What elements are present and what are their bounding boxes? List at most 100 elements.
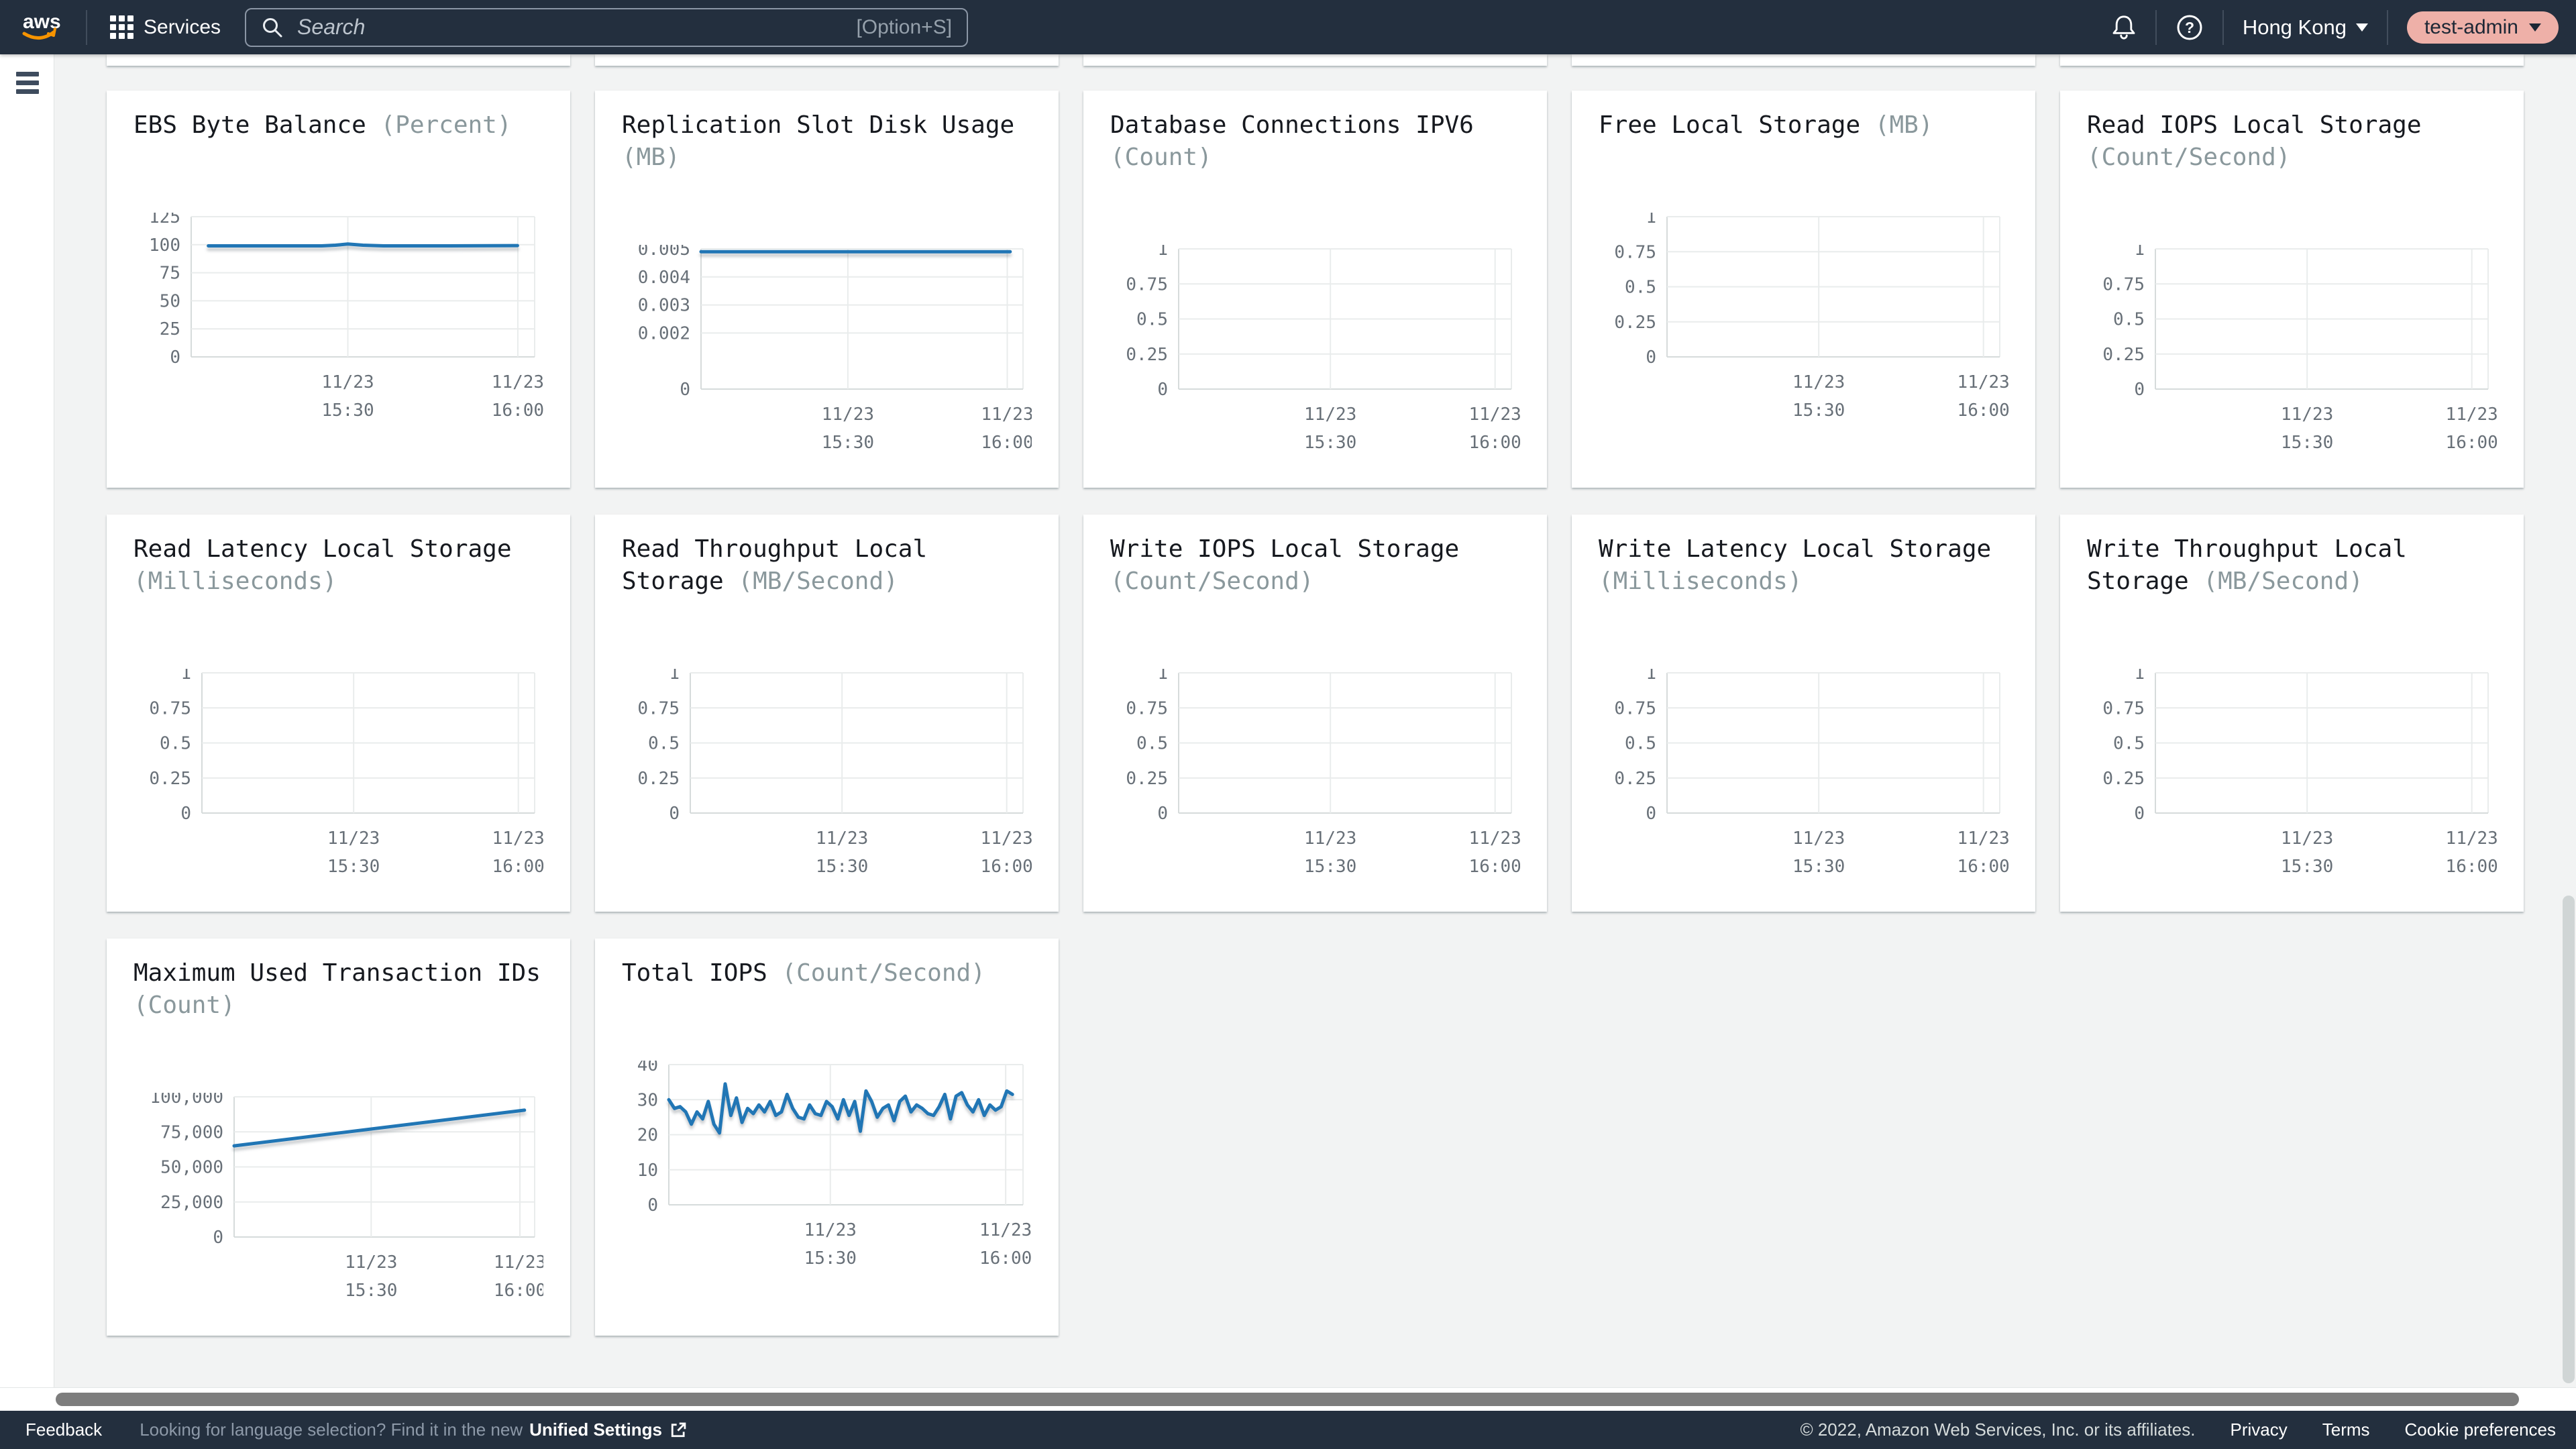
footer-bar: Feedback Looking for language selection?… (0, 1411, 2576, 1449)
svg-text:0.25: 0.25 (1614, 769, 1656, 789)
metric-unit: (MB) (622, 144, 680, 171)
svg-text:11/23: 11/23 (804, 1220, 857, 1240)
svg-text:75,000: 75,000 (160, 1122, 223, 1142)
region-selector[interactable]: Hong Kong (2243, 15, 2368, 40)
svg-text:11/23: 11/23 (1304, 405, 1356, 425)
metric-unit: (Count) (1110, 144, 1212, 171)
metric-card-clipped[interactable] (107, 54, 570, 66)
metric-unit: (Count/Second) (782, 959, 985, 987)
svg-text:0: 0 (669, 804, 680, 824)
svg-text:11/23: 11/23 (816, 828, 868, 849)
svg-text:0: 0 (1157, 380, 1168, 400)
vertical-scrollbar-thumb[interactable] (2563, 896, 2575, 1383)
metric-chart: 125 100 75 50 25 0 11/23 15:30 11/23 16:00 (149, 213, 543, 421)
metric-card[interactable]: Maximum Used Transaction IDs (Count) 100,… (107, 938, 570, 1336)
metric-card[interactable]: Write IOPS Local Storage (Count/Second) 1… (1083, 515, 1547, 912)
search-box[interactable]: [Option+S] (245, 7, 969, 47)
svg-text:11/23: 11/23 (981, 828, 1032, 849)
bell-icon (2112, 15, 2135, 40)
terms-link[interactable]: Terms (2322, 1419, 2370, 1440)
svg-text:0.5: 0.5 (160, 734, 191, 754)
account-menu[interactable]: test-admin (2406, 11, 2559, 44)
svg-text:16:00: 16:00 (494, 1281, 543, 1301)
metric-card[interactable]: Read Throughput Local Storage (MB/Second… (595, 515, 1059, 912)
svg-text:11/23: 11/23 (2446, 405, 2497, 425)
svg-text:0: 0 (170, 347, 180, 368)
svg-text:0: 0 (180, 804, 191, 824)
search-input[interactable] (296, 14, 857, 40)
notifications-button[interactable] (2111, 14, 2137, 41)
feedback-link[interactable]: Feedback (25, 1419, 103, 1440)
svg-text:0.75: 0.75 (2102, 698, 2145, 718)
svg-text:16:00: 16:00 (2446, 857, 2497, 877)
svg-text:0.75: 0.75 (1614, 242, 1656, 262)
svg-text:11/23: 11/23 (492, 372, 543, 392)
svg-text:11/23: 11/23 (981, 405, 1032, 425)
metric-card-clipped[interactable] (595, 54, 1059, 66)
services-menu-button[interactable]: Services (110, 15, 221, 39)
metric-title: Read IOPS Local Storage (Count/Second) (2087, 111, 2422, 171)
metric-card[interactable]: Replication Slot Disk Usage (MB) 0.005 0.0… (595, 91, 1059, 488)
metric-title: EBS Byte Balance (Percent) (133, 111, 512, 139)
metric-title: Replication Slot Disk Usage (MB) (622, 111, 1015, 171)
top-navigation-bar: aws Services [Option+S] ? (0, 0, 2576, 54)
metric-title: Total IOPS (Count/Second) (622, 959, 985, 987)
svg-text:15:30: 15:30 (345, 1281, 397, 1301)
svg-text:0: 0 (647, 1195, 658, 1216)
horizontal-scrollbar-track[interactable] (0, 1387, 2576, 1411)
svg-text:16:00: 16:00 (492, 857, 543, 877)
metric-chart: 1 0.75 0.5 0.25 0 11/23 15:30 11/23 16:00 (637, 669, 1032, 877)
help-button[interactable]: ? (2176, 13, 2204, 42)
metric-card[interactable]: Write Throughput Local Storage (MB/Secon… (2060, 515, 2524, 912)
metric-card[interactable]: Read IOPS Local Storage (Count/Second) 1 0… (2060, 91, 2524, 488)
metric-unit: (MB) (1874, 111, 1933, 139)
svg-text:16:00: 16:00 (1469, 857, 1520, 877)
svg-text:100,000: 100,000 (150, 1093, 223, 1108)
svg-text:16:00: 16:00 (981, 857, 1032, 877)
svg-text:11/23: 11/23 (494, 1252, 543, 1273)
metric-title: Read Throughput Local Storage (MB/Second… (622, 535, 928, 595)
aws-logo[interactable]: aws (17, 8, 62, 46)
unified-settings-link[interactable]: Unified Settings (529, 1419, 663, 1440)
svg-text:0.75: 0.75 (1126, 274, 1168, 294)
svg-text:40: 40 (637, 1061, 658, 1075)
services-grid-icon (110, 15, 133, 39)
svg-text:16:00: 16:00 (981, 433, 1032, 453)
metric-title: Read Latency Local Storage (Milliseconds… (133, 535, 512, 595)
metric-card[interactable]: Database Connections IPV6 (Count) 1 0.75 0.… (1083, 91, 1547, 488)
metric-chart: 100,000 75,000 50,000 25,000 0 11/23 15:30 11/2… (150, 1093, 543, 1301)
svg-text:11/23: 11/23 (2446, 828, 2497, 849)
svg-text:0.25: 0.25 (1126, 345, 1168, 365)
privacy-link[interactable]: Privacy (2230, 1419, 2288, 1440)
svg-text:0.75: 0.75 (149, 698, 191, 718)
svg-text:0.25: 0.25 (1126, 769, 1168, 789)
menu-button[interactable] (16, 72, 39, 98)
svg-text:11/23: 11/23 (1304, 828, 1356, 849)
metric-card-clipped[interactable] (1083, 54, 1547, 66)
svg-text:11/23: 11/23 (1957, 828, 2008, 849)
metric-chart: 1 0.75 0.5 0.25 0 11/23 15:30 11/23 16:00 (149, 669, 543, 877)
metric-card[interactable]: Write Latency Local Storage (Millisecond… (1572, 515, 2035, 912)
svg-text:0.75: 0.75 (1126, 698, 1168, 718)
hamburger-icon (16, 72, 39, 76)
svg-text:11/23: 11/23 (1469, 828, 1520, 849)
metric-card[interactable]: EBS Byte Balance (Percent) 125 100 75 50 25 0 1… (107, 91, 570, 488)
svg-text:11/23: 11/23 (979, 1220, 1032, 1240)
cookie-preferences-link[interactable]: Cookie preferences (2404, 1419, 2556, 1440)
external-link-icon (671, 1422, 686, 1437)
svg-text:?: ? (2185, 19, 2194, 36)
metric-card[interactable]: Read Latency Local Storage (Milliseconds… (107, 515, 570, 912)
horizontal-scrollbar-thumb[interactable] (56, 1393, 2519, 1406)
svg-text:16:00: 16:00 (1957, 400, 2008, 421)
svg-text:1: 1 (669, 669, 680, 684)
metric-chart: 1 0.75 0.5 0.25 0 11/23 15:30 11/23 16:00 (1126, 245, 1520, 453)
svg-text:0: 0 (2134, 380, 2145, 400)
svg-text:0.25: 0.25 (637, 769, 680, 789)
chevron-down-icon (2529, 23, 2541, 32)
chevron-down-icon (2355, 23, 2368, 32)
metric-card-clipped[interactable] (1572, 54, 2035, 66)
metric-card[interactable]: Free Local Storage (MB) 1 0.75 0.5 0.25 0 11/2… (1572, 91, 2035, 488)
metric-card-clipped[interactable] (2060, 54, 2524, 66)
metric-chart: 1 0.75 0.5 0.25 0 11/23 15:30 11/23 16:00 (2102, 245, 2497, 453)
metric-card[interactable]: Total IOPS (Count/Second) 40 30 20 10 0 11/23 1… (595, 938, 1059, 1336)
